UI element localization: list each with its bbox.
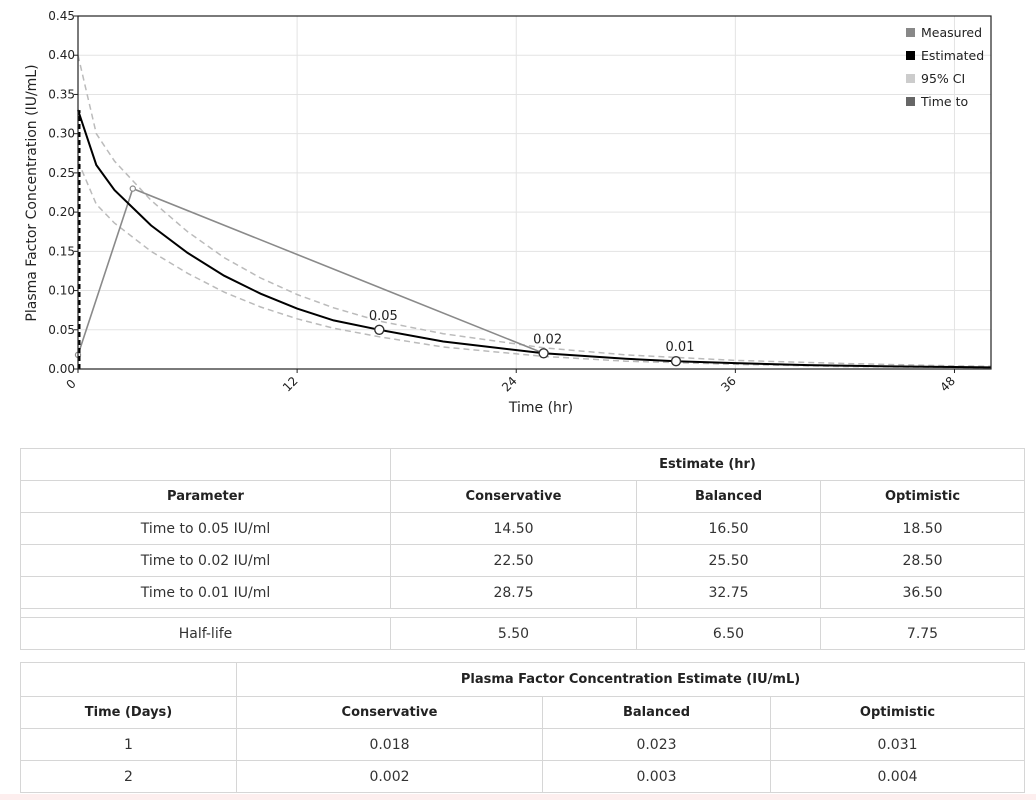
legend-swatch [906,28,915,37]
ci-band [77,55,992,369]
cell-value: 16.50 [636,512,821,545]
row-gap [19,608,1026,618]
col-header-conservative: Conservative [390,480,637,513]
row-label: Time to 0.05 IU/ml [20,512,391,545]
col-header-parameter: Parameter [20,480,391,513]
col-header-optimistic: Optimistic [769,696,1026,729]
concentration-group-header: Plasma Factor Concentration Estimate (IU… [235,662,1026,697]
cell-value: 14.50 [390,512,637,545]
col-header-balanced: Balanced [636,480,821,513]
time-to-label: 0.02 [533,332,562,347]
chart-grid [77,15,991,370]
row-label: Time to 0.01 IU/ml [20,576,391,609]
y-tick-label: 0.45 [48,9,75,23]
cell-value: 0.031 [769,728,1026,761]
time-to-label: 0.01 [666,340,695,355]
measured-point [129,185,136,192]
y-tick-label: 0.10 [48,284,75,298]
x-axis-label: Time (hr) [508,400,573,416]
cell-value: 36.50 [819,576,1026,609]
y-tick-label: 0.00 [48,362,75,376]
row-label: 2 [20,760,237,793]
x-tick-label: 48 [937,374,958,395]
table-row: Time to 0.01 IU/ml 28.75 32.75 36.50 [20,576,1026,609]
row-label: Half-life [20,617,391,650]
col-header-balanced: Balanced [542,696,771,729]
cell-value: 22.50 [390,544,637,577]
cell-value: 0.004 [769,760,1026,793]
estimate-group-header: Estimate (hr) [389,448,1026,481]
row-label: 1 [20,728,237,761]
x-tick-label: 24 [499,374,520,395]
x-tick-label: 0 [64,377,79,392]
legend-label: Estimated [921,48,984,63]
cell-value: 0.018 [236,728,543,761]
legend-swatch [906,51,915,60]
time-estimate-table: Estimate (hr) Parameter Conservative Bal… [19,448,1026,650]
y-tick-label: 0.15 [48,244,75,258]
legend-label: 95% CI [921,71,965,86]
time-to-marker [670,355,682,367]
y-tick-label: 0.40 [48,48,75,62]
table-corner-cell [20,662,237,697]
page-bottom-edge [0,794,1036,800]
cell-value: 28.50 [819,544,1026,577]
legend-swatch [906,97,915,106]
time-to-marker [538,348,549,359]
cell-value: 5.50 [390,617,637,650]
cell-value: 7.75 [819,617,1026,650]
legend-label: Measured [921,25,982,40]
x-tick-label: 36 [718,374,739,395]
y-tick-label: 0.35 [48,87,75,101]
y-tick-label: 0.05 [48,323,75,337]
cell-value: 18.50 [819,512,1026,545]
table-row: Time to 0.02 IU/ml 22.50 25.50 28.50 [20,544,1026,577]
cell-value: 32.75 [636,576,821,609]
col-header-time-days: Time (Days) [20,696,237,729]
ci-line [77,55,992,368]
chart-annotations: 0.05 0.02 0.01 [369,309,695,367]
legend-label: Time to [920,94,968,109]
cell-value: 6.50 [636,617,821,650]
chart-legend[interactable]: Measured Estimated 95% CI Time to [906,25,984,109]
y-axis-label: Plasma Factor Concentration (IU/mL) [24,64,40,321]
col-header-conservative: Conservative [236,696,543,729]
cell-value: 0.003 [542,760,771,793]
table-row: 2 0.002 0.003 0.004 [20,760,1026,793]
cell-value: 25.50 [636,544,821,577]
table-row: 1 0.018 0.023 0.031 [20,728,1026,761]
row-label: Time to 0.02 IU/ml [20,544,391,577]
estimated-line [77,109,992,369]
table-row-half-life: Half-life 5.50 6.50 7.75 [20,617,1026,650]
y-tick-label: 0.30 [48,127,75,141]
time-to-marker [374,324,385,335]
plot-frame [77,15,992,370]
concentration-chart: 0.00 0.05 0.10 0.15 0.20 0.25 0.30 0.35 0.40 0.45… [24,9,992,416]
y-tick-label: 0.20 [48,205,75,219]
table-row: Time to 0.05 IU/ml 14.50 16.50 18.50 [20,512,1026,545]
table-corner-cell [20,448,391,481]
col-header-optimistic: Optimistic [819,480,1026,513]
legend-swatch [906,74,915,83]
cell-value: 28.75 [390,576,637,609]
x-tick-label: 12 [280,374,301,395]
cell-value: 0.002 [236,760,543,793]
chart-axes: 0.00 0.05 0.10 0.15 0.20 0.25 0.30 0.35 0.40 0.45… [48,9,992,395]
time-to-label: 0.05 [369,309,398,324]
cell-value: 0.023 [542,728,771,761]
concentration-estimate-table: Plasma Factor Concentration Estimate (IU… [20,662,1026,793]
ci-line [77,160,992,369]
y-tick-label: 0.25 [48,166,75,180]
